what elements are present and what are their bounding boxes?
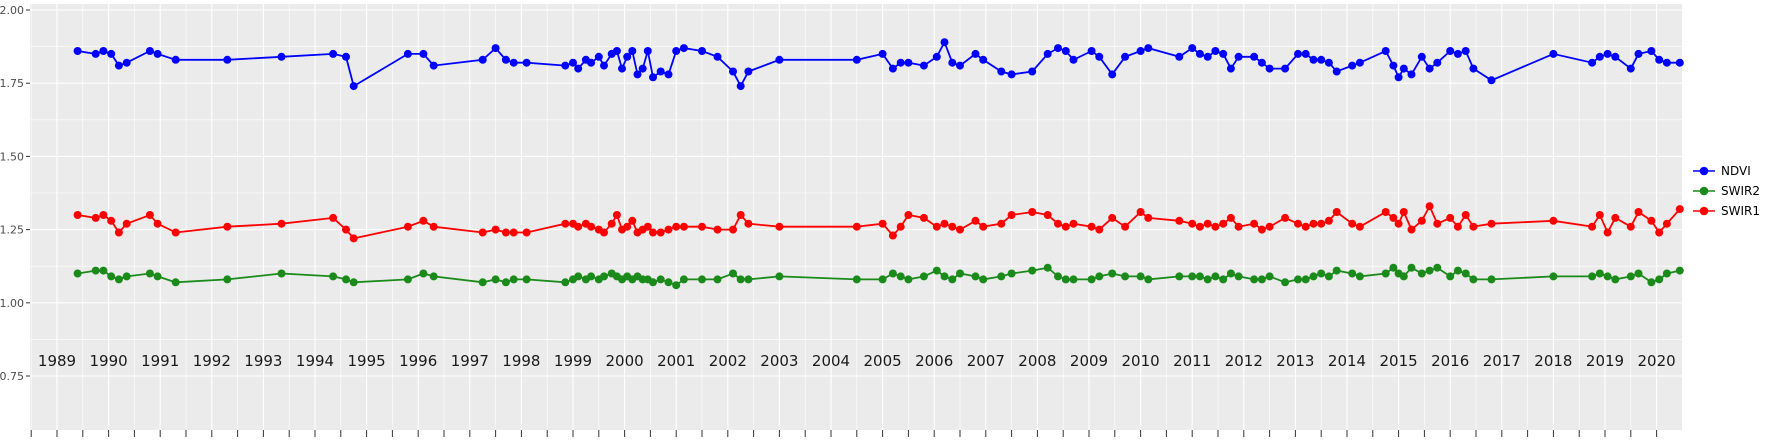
svg-text:1.00: 1.00 [0, 297, 24, 310]
svg-text:2014: 2014 [1328, 352, 1366, 370]
svg-text:2006: 2006 [915, 352, 953, 370]
svg-text:2003: 2003 [760, 352, 798, 370]
legend-item-swir1: SWIR1 [1692, 203, 1760, 218]
svg-text:2016: 2016 [1431, 352, 1469, 370]
svg-text:1996: 1996 [399, 352, 437, 370]
svg-text:2002: 2002 [709, 352, 747, 370]
svg-text:2009: 2009 [1070, 352, 1108, 370]
svg-text:2020: 2020 [1638, 352, 1676, 370]
svg-text:2007: 2007 [967, 352, 1005, 370]
svg-text:1990: 1990 [90, 352, 128, 370]
svg-text:2004: 2004 [812, 352, 850, 370]
legend-label-ndvi: NDVI [1721, 163, 1751, 178]
svg-text:2019: 2019 [1586, 352, 1624, 370]
svg-text:2012: 2012 [1225, 352, 1263, 370]
y-axis: 0.75 1.00 1.25 1.50 1.75 2.00 [0, 4, 30, 383]
svg-text:1995: 1995 [348, 352, 386, 370]
legend: NDVI SWIR2 SWIR1 [1692, 163, 1760, 218]
series-NDVI [73, 38, 1684, 91]
legend-item-ndvi: NDVI [1692, 163, 1760, 178]
x-axis: 1989 1990 1991 1992 1993 1994 1995 1996 1997 1998… [30, 352, 1676, 437]
svg-text:2013: 2013 [1276, 352, 1314, 370]
swir1-point-line-icon [1693, 206, 1715, 215]
svg-text:1993: 1993 [244, 352, 282, 370]
svg-text:1989: 1989 [38, 352, 76, 370]
svg-text:2001: 2001 [657, 352, 695, 370]
svg-text:2.00: 2.00 [0, 4, 24, 17]
svg-text:2000: 2000 [606, 352, 644, 370]
svg-text:2005: 2005 [864, 352, 902, 370]
svg-text:1992: 1992 [193, 352, 231, 370]
svg-text:2011: 2011 [1173, 352, 1211, 370]
svg-text:2008: 2008 [1018, 352, 1056, 370]
svg-text:2018: 2018 [1534, 352, 1572, 370]
svg-text:1994: 1994 [296, 352, 334, 370]
svg-text:1999: 1999 [554, 352, 592, 370]
svg-text:1997: 1997 [451, 352, 489, 370]
svg-text:1.50: 1.50 [0, 150, 24, 163]
svg-text:2015: 2015 [1380, 352, 1418, 370]
svg-text:1.75: 1.75 [0, 77, 24, 90]
svg-text:2010: 2010 [1122, 352, 1160, 370]
legend-label-swir2: SWIR2 [1721, 183, 1760, 198]
svg-text:1998: 1998 [502, 352, 540, 370]
svg-text:0.75: 0.75 [0, 370, 24, 383]
grid-major [30, 4, 1682, 430]
grid-minor [30, 4, 1682, 430]
legend-item-swir2: SWIR2 [1692, 183, 1760, 198]
series-SWIR2 [73, 263, 1684, 290]
svg-text:2017: 2017 [1483, 352, 1521, 370]
svg-text:1.25: 1.25 [0, 224, 24, 237]
legend-label-swir1: SWIR1 [1721, 203, 1760, 218]
ndvi-point-line-icon [1693, 166, 1715, 175]
series-SWIR1 [73, 202, 1684, 243]
svg-text:1991: 1991 [141, 352, 179, 370]
swir2-point-line-icon [1693, 186, 1715, 195]
